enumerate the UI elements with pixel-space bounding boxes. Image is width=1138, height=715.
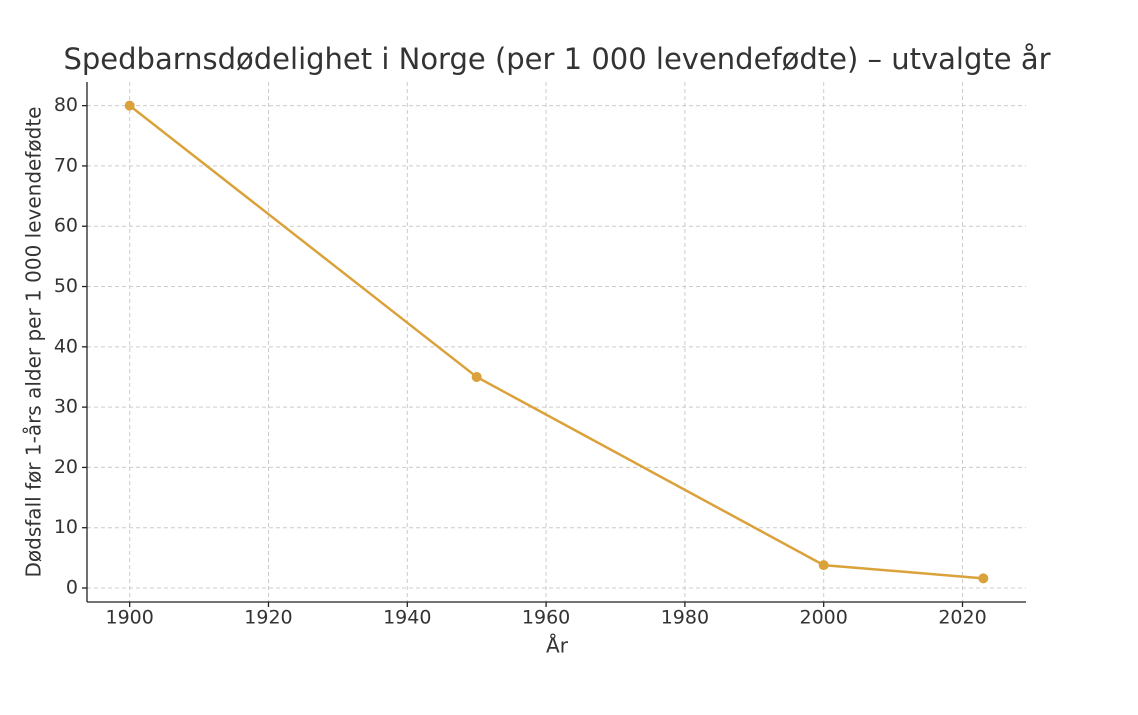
point <box>471 371 482 382</box>
point <box>124 100 135 111</box>
y-tick-label: 50 <box>54 275 78 297</box>
line <box>128 104 984 580</box>
x-tick-label: 1920 <box>244 607 292 629</box>
y-tick-label: 30 <box>54 396 78 418</box>
y-tick-label: 0 <box>66 577 78 599</box>
x-tick-label: 1900 <box>106 607 154 629</box>
y-tick-label: 40 <box>54 335 78 357</box>
y-tick-label: 10 <box>54 516 78 538</box>
x-tick-label: 2020 <box>938 607 986 629</box>
y-tick-label: 20 <box>54 456 78 478</box>
x-tick-label: 1980 <box>661 607 709 629</box>
point <box>818 560 829 571</box>
x-axis-label: År <box>546 634 569 658</box>
y-axis-label: Dødsfall før 1-års alder per 1 000 leven… <box>22 107 46 578</box>
point <box>978 573 989 584</box>
y-tick-label: 80 <box>54 94 78 116</box>
y-tick-label: 60 <box>54 215 78 237</box>
x-tick-label: 1960 <box>522 607 570 629</box>
x-tick-label: 1940 <box>383 607 431 629</box>
x-tick-label: 2000 <box>800 607 848 629</box>
chart-title: Spedbarnsdødelighet i Norge (per 1 000 l… <box>63 42 1050 76</box>
y-tick-label: 70 <box>54 154 78 176</box>
